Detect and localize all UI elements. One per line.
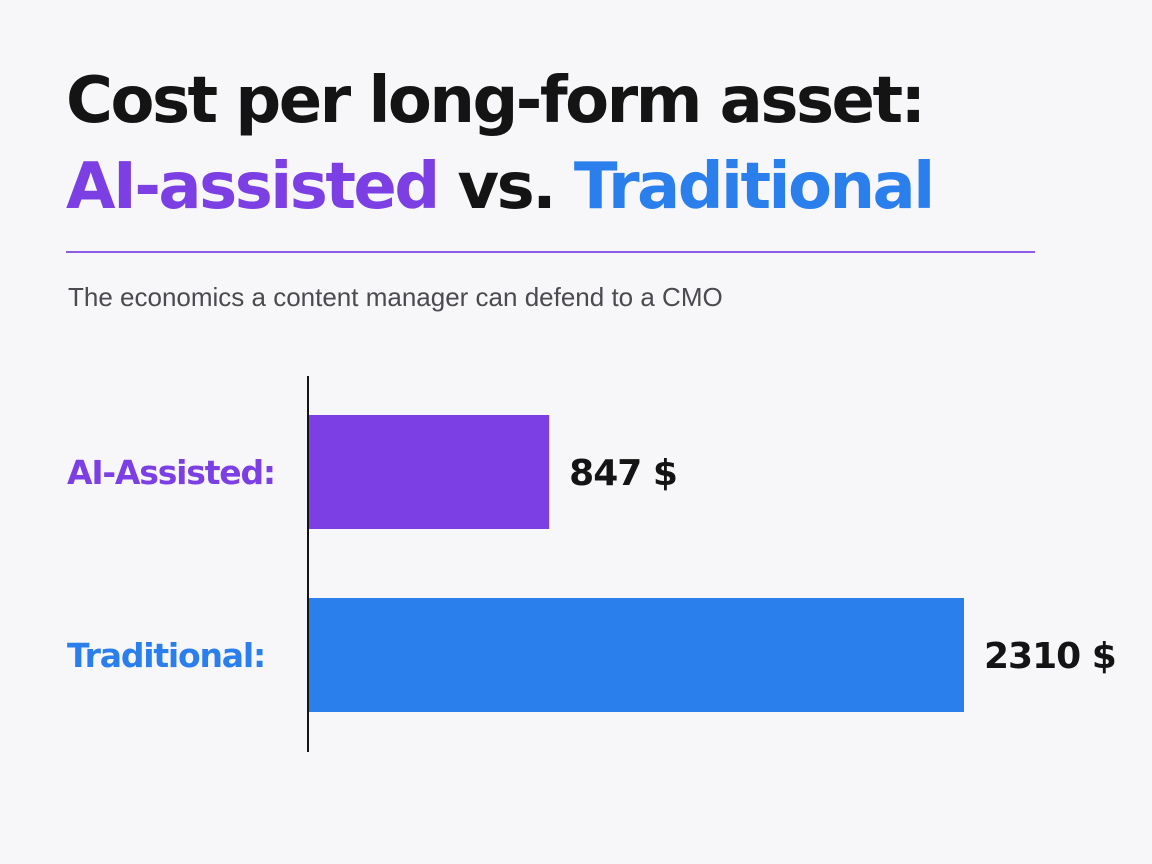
title-line-2: AI-assisted vs. Traditional xyxy=(66,144,935,230)
title-traditional: Traditional xyxy=(573,150,935,224)
chart-title: Cost per long-form asset: AI-assisted vs… xyxy=(66,58,935,230)
category-label-ai-assisted: AI-Assisted: xyxy=(67,453,275,492)
title-ai-assisted: AI-assisted xyxy=(66,150,440,224)
bar-ai-assisted xyxy=(309,415,550,529)
title-vs: vs. xyxy=(437,150,574,224)
title-line-1: Cost per long-form asset: xyxy=(66,64,926,138)
bar-traditional xyxy=(309,598,964,712)
bars-layer: AI-Assisted: 847 $ Traditional: 2310 $ xyxy=(67,415,1117,712)
chart-subtitle: The economics a content manager can defe… xyxy=(68,282,723,312)
category-label-traditional: Traditional: xyxy=(67,636,265,675)
value-label-ai-assisted: 847 $ xyxy=(569,453,677,494)
value-label-traditional: 2310 $ xyxy=(984,636,1116,677)
title-divider xyxy=(66,251,1035,253)
